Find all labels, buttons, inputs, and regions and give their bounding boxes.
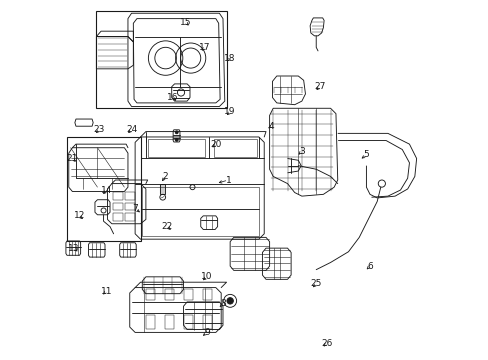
Text: 12: 12 [74,211,85,220]
Text: 17: 17 [199,43,210,52]
Text: 10: 10 [201,272,212,281]
Bar [96,12,226,108]
Text: 7: 7 [132,204,138,213]
Text: 20: 20 [210,140,221,149]
Bar [113,192,122,200]
Circle shape [226,298,233,304]
Bar [145,315,155,329]
Text: 3: 3 [298,147,304,156]
Text: 24: 24 [125,125,137,134]
Text: 16: 16 [167,93,178,102]
Text: 2: 2 [163,172,168,181]
Bar [184,315,193,329]
Text: 11: 11 [101,287,112,296]
Bar [203,315,212,329]
Text: 22: 22 [162,222,173,231]
Text: 9: 9 [203,328,209,337]
Text: 14: 14 [101,186,112,195]
Bar [203,289,212,300]
Circle shape [175,138,178,141]
Bar [113,213,122,221]
Bar [147,139,204,157]
Bar [67,137,140,241]
Bar [125,192,135,200]
Bar [145,289,155,300]
Text: 15: 15 [179,18,191,27]
Bar [164,315,174,329]
Bar [125,203,135,211]
Bar [142,187,258,235]
Text: 4: 4 [268,122,274,131]
Text: 21: 21 [66,154,78,163]
Text: 19: 19 [224,107,235,116]
Text: 18: 18 [224,54,235,63]
Text: 8: 8 [220,299,225,308]
Text: 25: 25 [310,279,321,288]
Text: 6: 6 [366,262,372,271]
Circle shape [175,131,178,134]
Bar [113,203,122,211]
Bar [184,289,193,300]
Text: 23: 23 [93,125,105,134]
Text: 27: 27 [313,82,325,91]
Bar [164,289,174,300]
Text: 26: 26 [321,339,332,348]
Text: 1: 1 [225,176,231,185]
Text: 5: 5 [363,150,368,159]
Text: 13: 13 [68,244,80,253]
Bar [125,213,135,221]
Bar [214,139,257,157]
